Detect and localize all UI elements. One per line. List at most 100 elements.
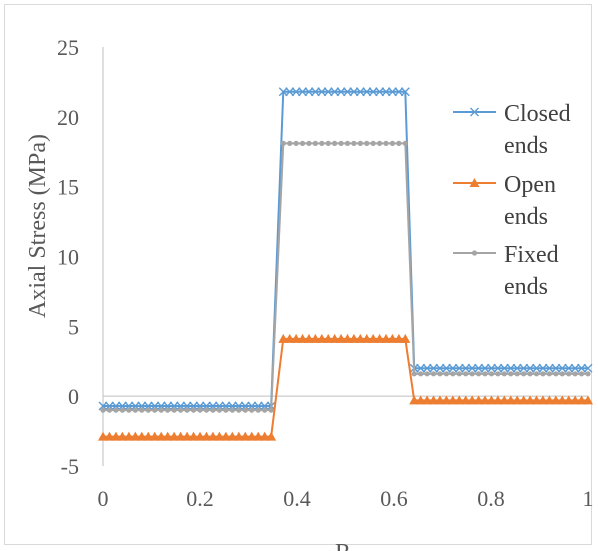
data-point-marker: [355, 333, 366, 343]
data-point-marker: [400, 333, 411, 343]
y-tick-labels: -5 0 5 10 15 20 25: [57, 35, 79, 479]
data-point-marker: [461, 363, 471, 373]
x-tick-labels: 0 0.2 0.4 0.6 0.8 1: [98, 486, 594, 511]
data-point-marker: [381, 87, 391, 97]
data-point-marker: [409, 395, 420, 405]
data-point-marker: [208, 401, 218, 411]
y-tick-label: 5: [68, 314, 79, 339]
data-point-marker: [583, 363, 593, 373]
data-point-marker: [106, 407, 113, 413]
data-point-marker: [113, 407, 119, 413]
data-point-marker: [169, 401, 179, 411]
data-point-marker: [387, 87, 397, 97]
legend-label: Closed: [504, 101, 571, 127]
data-point-marker: [233, 431, 244, 441]
data-point-marker: [518, 395, 529, 405]
data-point-marker: [400, 87, 410, 97]
data-point-marker: [137, 401, 147, 411]
data-point-marker: [355, 87, 365, 97]
data-point-marker: [119, 407, 126, 413]
data-point-marker: [150, 401, 160, 411]
data-point-marker: [430, 371, 437, 377]
data-point-marker: [525, 363, 535, 373]
data-point-marker: [411, 371, 417, 377]
data-point-marker: [104, 401, 114, 411]
data-point-marker: [336, 333, 347, 343]
data-point-marker: [486, 395, 497, 405]
data-point-marker: [525, 395, 536, 405]
data-point-marker: [576, 395, 587, 405]
axes-group: [102, 47, 588, 466]
data-point-marker: [424, 371, 430, 377]
series-open-ends: [98, 333, 593, 441]
y-tick-label: 20: [57, 105, 79, 130]
data-point-marker: [310, 333, 321, 343]
data-point-marker: [136, 431, 147, 441]
legend-label: ends: [504, 133, 548, 159]
data-point-marker: [374, 333, 385, 343]
legend-label: ends: [504, 204, 548, 230]
x-tick-label: 0: [98, 486, 109, 511]
data-point-marker: [422, 363, 432, 373]
y-tick-label: 0: [68, 384, 79, 409]
data-point-marker: [297, 333, 308, 343]
data-point-marker: [443, 371, 450, 377]
data-point-marker: [348, 333, 359, 343]
data-point-marker: [537, 395, 548, 405]
data-point-marker: [175, 431, 186, 441]
data-point-marker: [306, 140, 312, 146]
y-tick-label: 10: [57, 245, 79, 270]
legend-item-open-ends: Open ends: [453, 172, 556, 230]
data-point-marker: [480, 395, 491, 405]
data-point-marker: [234, 401, 244, 411]
data-point-marker: [227, 401, 237, 411]
data-point-marker: [564, 363, 574, 373]
data-point-marker: [364, 140, 370, 146]
data-point-marker: [521, 371, 527, 377]
data-point-marker: [278, 333, 289, 343]
data-point-marker: [551, 363, 561, 373]
data-point-marker: [544, 395, 555, 405]
x-tick-label: 0.8: [477, 486, 505, 511]
data-point-marker: [429, 363, 439, 373]
data-point-marker: [188, 431, 199, 441]
data-point-marker: [418, 371, 424, 377]
x-tick-label: 0.6: [380, 486, 408, 511]
data-point-marker: [249, 407, 255, 413]
data-point-marker: [357, 140, 363, 146]
data-point-marker: [124, 401, 134, 411]
data-point-marker: [532, 363, 542, 373]
data-point-marker: [130, 401, 140, 411]
data-point-marker: [585, 371, 591, 377]
data-point-marker: [132, 407, 138, 413]
data-point-marker: [182, 401, 192, 411]
x-tick-label: 0.4: [283, 486, 311, 511]
data-point-marker: [447, 395, 458, 405]
y-tick-label: -5: [61, 454, 79, 479]
data-point-marker: [361, 333, 372, 343]
data-point-marker: [370, 140, 376, 146]
x-tick-label: 1: [583, 486, 594, 511]
data-point-marker: [329, 333, 340, 343]
data-point-marker: [316, 333, 327, 343]
data-point-marker: [460, 395, 471, 405]
data-point-marker: [299, 140, 306, 146]
data-point-marker: [253, 431, 264, 441]
data-point-marker: [201, 431, 212, 441]
data-point-marker: [514, 371, 520, 377]
data-point-marker: [342, 333, 353, 343]
data-point-marker: [344, 140, 351, 146]
data-point-marker: [557, 363, 567, 373]
data-point-marker: [428, 395, 439, 405]
data-point-marker: [304, 87, 314, 97]
data-point-marker: [338, 140, 344, 146]
data-point-marker: [492, 395, 503, 405]
data-point-marker: [435, 363, 445, 373]
data-point-marker: [415, 395, 426, 405]
data-point-marker: [467, 395, 478, 405]
data-point-marker: [145, 407, 151, 413]
data-point-marker: [323, 333, 334, 343]
data-point-marker: [268, 407, 274, 413]
data-point-marker: [284, 333, 295, 343]
